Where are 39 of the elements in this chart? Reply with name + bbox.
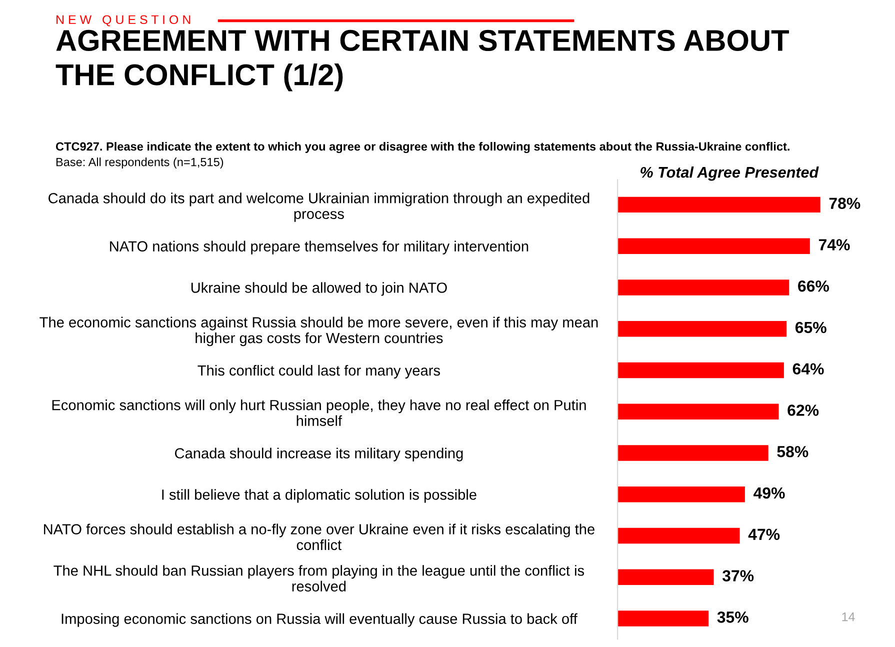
data-label: 49% bbox=[754, 487, 785, 499]
y-tick-label: The economic sanctions against Russia should be more severe, even if this may mean higher gas costs for Western countries bbox=[40, 316, 598, 346]
data-label: 78% bbox=[829, 198, 860, 209]
text: CTC927. Please indicate the extent to which you agree or disagree with the following statements about the Russia-Ukraine conflict. bbox=[56, 142, 790, 154]
x-axis-title: % Total Agree Presented bbox=[640, 166, 819, 181]
bar bbox=[618, 528, 740, 544]
y-tick-label: The NHL should ban Russian players from playing in the league until the conflict is resolved bbox=[54, 565, 584, 592]
data-label: 74% bbox=[818, 239, 850, 250]
data-label: 62% bbox=[788, 404, 819, 416]
bar bbox=[618, 610, 709, 626]
text: N E W Q U E S T I O N bbox=[56, 15, 190, 26]
y-tick-label: Ukraine should be allowed to join NATO bbox=[191, 282, 447, 296]
data-label: 58% bbox=[777, 446, 808, 458]
bar bbox=[618, 238, 810, 254]
y-tick-label: Imposing economic sanctions on Russia will eventually cause Russia to back off bbox=[62, 613, 578, 627]
y-tick-label: Canada should do its part and welcome Ukrainian immigration through an expedited process bbox=[48, 192, 590, 222]
y-tick-label: Economic sanctions will only hurt Russian people, they have no real effect on Putin himself bbox=[52, 400, 586, 426]
data-label: 64% bbox=[792, 363, 824, 375]
y-tick-label: Canada should increase its military spending bbox=[174, 448, 463, 462]
y-tick-label: NATO forces should establish a no-fly zone over Ukraine even if it risks escalating the conflict bbox=[44, 524, 594, 550]
bar bbox=[618, 486, 745, 502]
data-label: 65% bbox=[795, 322, 826, 334]
data-label: 35% bbox=[717, 612, 748, 623]
text: 14 bbox=[842, 612, 855, 622]
bar bbox=[618, 362, 784, 378]
data-label: 37% bbox=[722, 570, 754, 582]
bar bbox=[618, 196, 820, 213]
text: Base: All respondents (n=1,515) bbox=[56, 158, 224, 169]
bar bbox=[618, 404, 779, 420]
bar bbox=[618, 445, 768, 461]
bar bbox=[618, 569, 714, 586]
bar bbox=[618, 320, 787, 337]
y-tick-label: This conflict could last for many years bbox=[198, 364, 440, 379]
bar bbox=[618, 280, 790, 296]
y-tick-label: I still believe that a diplomatic solution is possible bbox=[162, 489, 476, 503]
y-tick-label: NATO nations should prepare themselves for military intervention bbox=[110, 240, 528, 254]
data-label: 47% bbox=[748, 528, 780, 540]
data-label: 66% bbox=[798, 280, 830, 292]
chart-title: AGREEMENT WITH CERTAIN STATEMENTS ABOUT THE CONFLICT (1/2) bbox=[56, 30, 789, 92]
